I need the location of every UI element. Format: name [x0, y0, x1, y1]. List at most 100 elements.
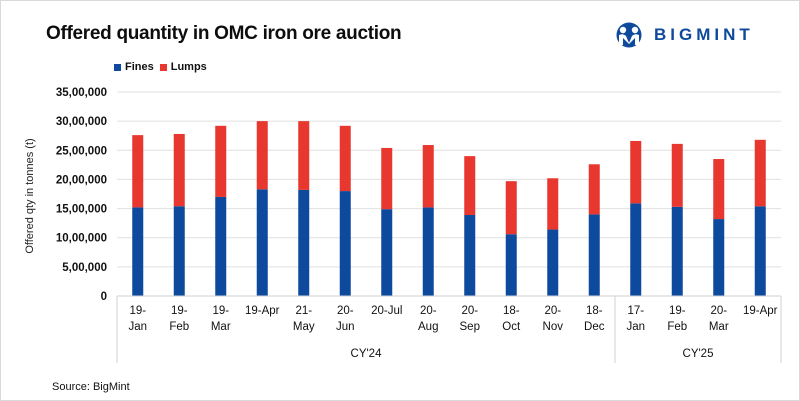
bar-fines — [547, 229, 559, 296]
x-tick-label-line: Jan — [128, 321, 147, 333]
x-tick-label-line: Nov — [543, 321, 564, 333]
x-tick-label: 20- Jun — [336, 305, 355, 333]
x-tick-label: 19- Jan — [128, 305, 147, 333]
x-tick-label: 20-Jul — [371, 305, 402, 317]
legend-label-lumps: Lumps — [170, 61, 207, 73]
bar-lumps — [713, 159, 725, 220]
bar-lumps — [173, 133, 185, 207]
x-tick-label: 20- Nov — [543, 305, 564, 333]
bar-lumps — [132, 135, 144, 208]
legend-swatch-lumps — [159, 63, 167, 71]
logo-text: BIGMINT — [654, 25, 754, 44]
legend-swatch-fines — [114, 63, 121, 71]
y-tick-label: 30,00,000 — [56, 116, 107, 128]
y-tick-label: 20,00,000 — [56, 174, 107, 186]
x-tick-label: 19-Apr — [743, 305, 778, 317]
x-tick-label-line: 19- — [669, 305, 686, 317]
legend-label-fines: Fines — [125, 61, 154, 73]
chart-title: Offered quantity in OMC iron ore auction — [46, 23, 402, 44]
legend-item-fines: Fines — [114, 61, 154, 73]
bar-lumps — [671, 143, 683, 207]
x-tick-label-line: Dec — [584, 321, 605, 333]
gridlines — [117, 91, 781, 268]
x-tick-label-line: 21- — [295, 305, 312, 317]
x-tick-label-line: 19-Apr — [743, 305, 778, 317]
x-tick-label-line: 19- — [171, 305, 188, 317]
bar-fines — [215, 196, 227, 296]
chart-legend: Fines Lumps — [114, 61, 213, 73]
x-tick-label: 20- Aug — [418, 305, 438, 333]
bar-lumps — [547, 178, 559, 230]
x-tick-label-line: 18- — [503, 305, 520, 317]
bar-lumps — [339, 125, 351, 192]
bar-lumps — [588, 164, 600, 215]
x-tick-label: 19-Apr — [245, 305, 280, 317]
bar-lumps — [298, 121, 310, 190]
bar-fines — [132, 207, 144, 296]
x-tick-label: 21- May — [293, 305, 315, 333]
bar-lumps — [215, 125, 227, 197]
x-tick-label: 20- Mar — [709, 305, 729, 333]
x-tick-label-line: 20-Jul — [371, 305, 402, 317]
bar-fines — [588, 214, 600, 296]
y-tick-label: 5,00,000 — [62, 262, 107, 274]
x-tick-label-line: 19-Apr — [245, 305, 280, 317]
source-note: Source: BigMint — [52, 381, 130, 393]
x-tick-label-line: Aug — [418, 321, 438, 333]
x-tick-label: 19- Feb — [169, 305, 189, 333]
x-tick-label: 19- Mar — [211, 305, 231, 333]
x-tick-label-line: Mar — [709, 321, 729, 333]
y-tick-label: 15,00,000 — [56, 204, 107, 216]
x-tick-label-line: Jan — [626, 321, 645, 333]
bar-lumps — [505, 181, 517, 235]
bar-fines — [713, 219, 725, 296]
x-tick-label-line: 17- — [627, 305, 644, 317]
x-tick-label-line: 20- — [461, 305, 478, 317]
bar-lumps — [422, 145, 434, 208]
bar-fines — [630, 203, 642, 296]
bar-fines — [464, 214, 476, 296]
x-tick-label: 17- Jan — [626, 305, 645, 333]
y-axis-ticks: 0 5,00,000 10,00,000 15,00,000 20,00,000 25,0… — [56, 87, 107, 303]
x-tick-label-line: Jun — [336, 321, 355, 333]
bar-fines — [754, 206, 766, 296]
y-axis-label: Offered qty in tonnes (t) — [24, 138, 36, 253]
bar-fines — [256, 189, 268, 296]
x-tick-label-line: 19- — [129, 305, 146, 317]
x-tick-label-line: Sep — [460, 321, 480, 333]
bar-fines — [298, 189, 310, 296]
bar-lumps — [381, 147, 393, 210]
bar-fines — [505, 234, 517, 296]
x-tick-label: 19- Feb — [667, 305, 687, 333]
x-tick-label-line: May — [293, 321, 315, 333]
x-tick-label-line: Oct — [502, 321, 521, 333]
bar-fines — [422, 207, 434, 296]
x-tick-label-line: 20- — [544, 305, 561, 317]
x-group-label: CY'24 — [351, 348, 383, 360]
x-tick-label: 20- Sep — [460, 305, 480, 333]
x-tick-label-line: Mar — [211, 321, 231, 333]
bar-fines — [339, 191, 351, 296]
x-group-label: CY'25 — [683, 348, 714, 360]
x-tick-label-line: 20- — [337, 305, 354, 317]
y-tick-label: 35,00,000 — [56, 87, 107, 99]
x-tick-label-line: 18- — [586, 305, 603, 317]
bar-lumps — [754, 139, 766, 207]
y-tick-label: 10,00,000 — [56, 233, 107, 245]
bar-fines — [381, 209, 393, 296]
y-tick-label: 25,00,000 — [56, 145, 107, 157]
x-tick-label-line: 19- — [212, 305, 229, 317]
legend-item-lumps: Lumps — [159, 61, 207, 73]
x-tick-label: 18- Oct — [502, 305, 521, 333]
bar-lumps — [630, 140, 642, 204]
bar-fines — [671, 206, 683, 296]
bar-fines — [173, 206, 185, 296]
bars — [132, 121, 766, 296]
x-tick-label: 18- Dec — [584, 305, 605, 333]
x-tick-label-line: 20- — [710, 305, 727, 317]
x-tick-label-line: 20- — [420, 305, 437, 317]
bar-lumps — [256, 121, 268, 190]
x-tick-label-line: Feb — [667, 321, 687, 333]
